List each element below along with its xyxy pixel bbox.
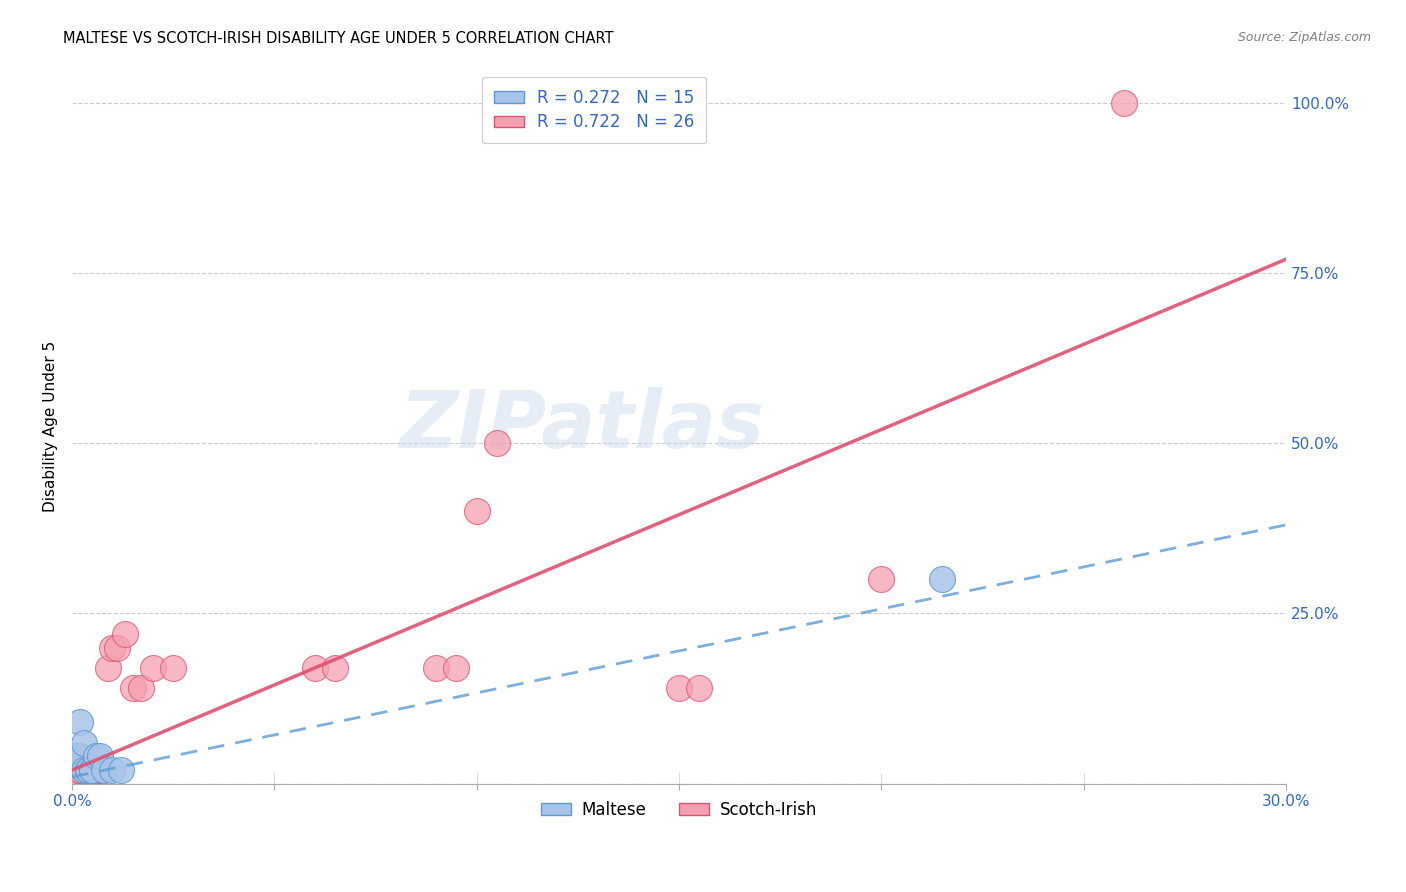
Point (425, 661, 447, 675)
Point (93, 763, 115, 777)
Point (142, 661, 165, 675)
Point (77, 763, 100, 777)
Point (77, 763, 100, 777)
Point (668, 681, 690, 696)
Point (93, 763, 115, 777)
Text: MALTESE VS SCOTCH-IRISH DISABILITY AGE UNDER 5 CORRELATION CHART: MALTESE VS SCOTCH-IRISH DISABILITY AGE U… (63, 31, 614, 46)
Point (105, 640, 128, 655)
Point (73, 763, 96, 777)
Point (89, 763, 111, 777)
Point (688, 681, 710, 696)
Point (65, 749, 87, 764)
Point (97, 661, 120, 675)
Point (931, 573, 953, 587)
Point (69, 763, 91, 777)
Point (89, 749, 111, 764)
Point (162, 661, 184, 675)
Point (82, 763, 104, 777)
Point (465, 504, 488, 518)
Point (65, 763, 87, 777)
Text: ZIPatlas: ZIPatlas (399, 387, 765, 465)
Text: Source: ZipAtlas.com: Source: ZipAtlas.com (1237, 31, 1371, 45)
Point (73, 763, 96, 777)
Point (84, 763, 107, 777)
Y-axis label: Disability Age Under 5: Disability Age Under 5 (44, 341, 58, 512)
Point (446, 661, 468, 675)
Point (84, 749, 107, 764)
Point (69, 715, 91, 730)
Point (101, 763, 124, 777)
Point (77, 763, 100, 777)
Point (73, 736, 96, 750)
Point (110, 763, 132, 777)
Point (870, 573, 893, 587)
Point (485, 436, 508, 450)
Point (114, 627, 136, 641)
Point (101, 640, 124, 655)
Point (323, 661, 346, 675)
Point (69, 749, 91, 764)
Point (1114, 95, 1136, 110)
Point (129, 681, 152, 696)
Point (304, 661, 326, 675)
Legend: Maltese, Scotch-Irish: Maltese, Scotch-Irish (534, 794, 824, 825)
Point (82, 763, 104, 777)
Point (82, 763, 104, 777)
Point (121, 681, 143, 696)
